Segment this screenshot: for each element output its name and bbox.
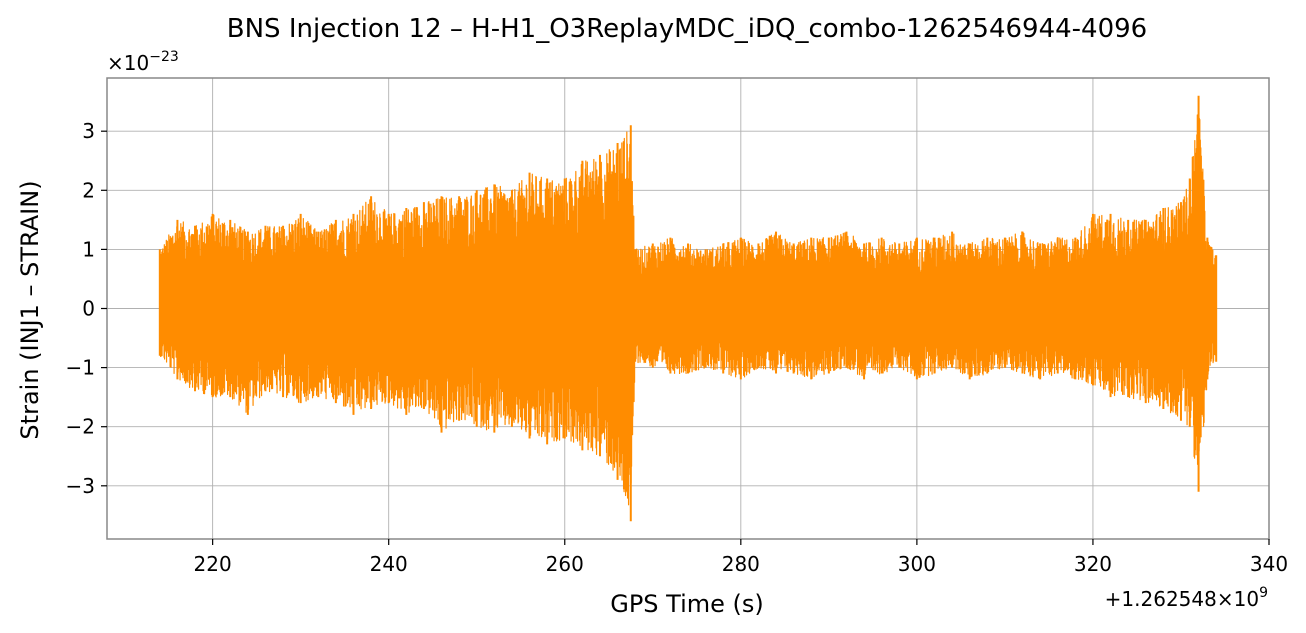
x-offset-base: +1.262548×10 <box>1105 587 1259 611</box>
chart-title: BNS Injection 12 – H-H1_O3ReplayMDC_iDQ_… <box>227 14 1147 44</box>
y-tick-label: −3 <box>66 474 95 498</box>
x-tick-label: 340 <box>1250 552 1288 576</box>
x-tick-label: 220 <box>194 552 232 576</box>
x-axis-ticks: 220 240 260 280 300 320 340 <box>194 539 1288 576</box>
y-tick-label: 2 <box>82 178 95 202</box>
y-scale-factor: ×10−23 <box>107 49 179 75</box>
y-axis-label: Strain (INJ1 – STRAIN) <box>16 180 44 439</box>
x-tick-label: 300 <box>898 552 936 576</box>
x-tick-label: 240 <box>370 552 408 576</box>
y-tick-label: −1 <box>66 356 95 380</box>
x-offset-exponent: 9 <box>1259 585 1268 601</box>
series-layer <box>158 95 1218 522</box>
x-tick-label: 320 <box>1074 552 1112 576</box>
y-tick-label: −2 <box>66 415 95 439</box>
y-scale-exponent: −23 <box>149 49 179 65</box>
x-tick-label: 260 <box>546 552 584 576</box>
plot-area <box>106 77 1270 540</box>
y-tick-label: 0 <box>82 297 95 321</box>
y-axis-ticks: −3 −2 −1 0 1 2 3 <box>66 119 107 498</box>
y-tick-label: 3 <box>82 119 95 143</box>
y-tick-label: 1 <box>82 237 95 261</box>
x-axis-label: GPS Time (s) <box>610 590 764 618</box>
y-scale-base: ×10 <box>107 51 149 75</box>
x-offset-factor: +1.262548×109 <box>1105 585 1268 611</box>
x-tick-label: 280 <box>722 552 760 576</box>
